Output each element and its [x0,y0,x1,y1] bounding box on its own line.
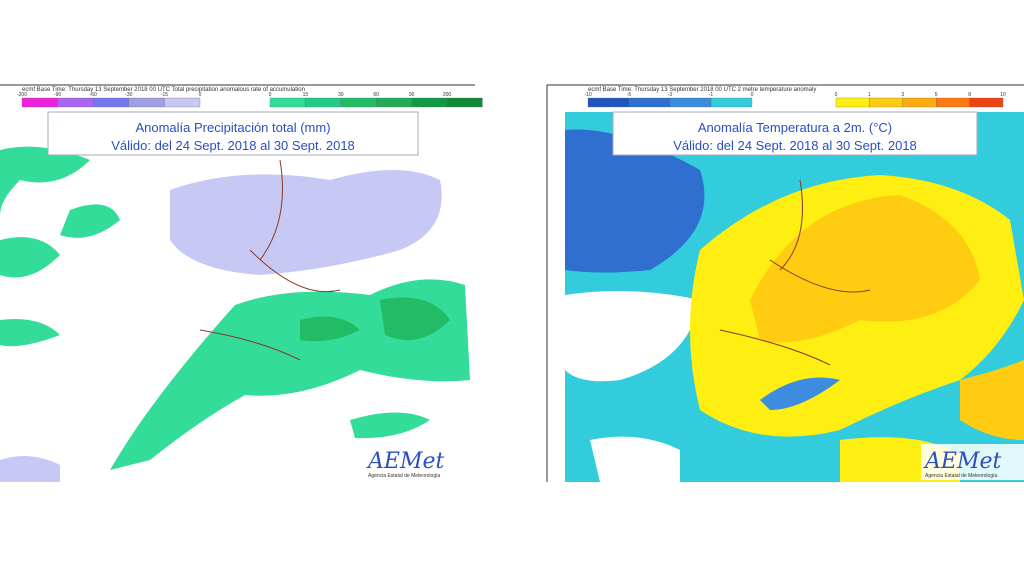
title-box [612,111,978,156]
precip-map [0,112,475,482]
legend-tick: 8 [968,92,971,98]
legend-tick: 0 [199,92,202,98]
legend-swatch [936,97,970,108]
title-line: Válido: del 24 Sept. 2018 al 30 Sept. 20… [673,138,917,153]
legend-swatch [446,97,483,108]
legend-swatch [835,97,870,108]
legend-tick: -200 [17,92,27,98]
legend-swatch [628,97,671,108]
legend-tick: 60 [373,92,379,98]
legend-swatch [710,97,753,108]
legend-tick: 5 [935,92,938,98]
legend-tick: -10 [584,92,591,98]
title-line: Anomalía Temperatura a 2m. (°C) [698,120,892,135]
logo-bg [921,444,1024,480]
legend-swatch [869,97,903,108]
legend-tick: -60 [90,92,97,98]
legend-tick: 0 [269,92,272,98]
legend-tick: -3 [668,92,673,98]
legend-swatch [969,97,1004,108]
legend-swatch [93,97,129,108]
legend-swatch [902,97,937,108]
legend-tick: 10 [1000,92,1006,98]
legend-swatch [269,97,306,108]
legend-swatch [411,97,448,108]
legend-tick: 1 [868,92,871,98]
legend-tick: 3 [901,92,904,98]
header-text: ecmf Base Time: Thursday 13 September 20… [588,87,816,93]
legend-swatch [669,97,712,108]
legend-swatch [164,97,201,108]
header-text: ecmf Base Time: Thursday 13 September 20… [22,87,305,93]
title-line: Anomalía Precipitación total (mm) [135,120,330,135]
legend-tick: 0 [751,92,754,98]
legend-tick: -15 [161,92,168,98]
logo-subtitle: Agencia Estatal de Meteorología [925,473,997,479]
legend-swatch [21,97,58,108]
legend-tick: 30 [338,92,344,98]
legend-tick: -1 [709,92,714,98]
logo: AEMet [366,449,444,474]
logo-subtitle: Agencia Estatal de Meteorología [368,473,440,479]
legend-tick: 15 [303,92,309,98]
legend-tick: 200 [443,92,452,98]
legend-swatch [128,97,165,108]
legend-swatch [587,97,630,108]
legend-swatch [57,97,94,108]
legend-swatch [376,97,412,108]
title-box [47,111,419,156]
legend-swatch [340,97,377,108]
legend-tick: -5 [627,92,632,98]
legend-tick: 90 [409,92,415,98]
temperature-map [565,112,1024,482]
legend-tick: 0 [835,92,838,98]
legend-tick: -90 [54,92,61,98]
logo: AEMet [923,449,1001,474]
logo-bg [364,444,470,480]
title-line: Válido: del 24 Sept. 2018 al 30 Sept. 20… [111,138,355,153]
legend-tick: -30 [125,92,132,98]
legend-swatch [305,97,341,108]
